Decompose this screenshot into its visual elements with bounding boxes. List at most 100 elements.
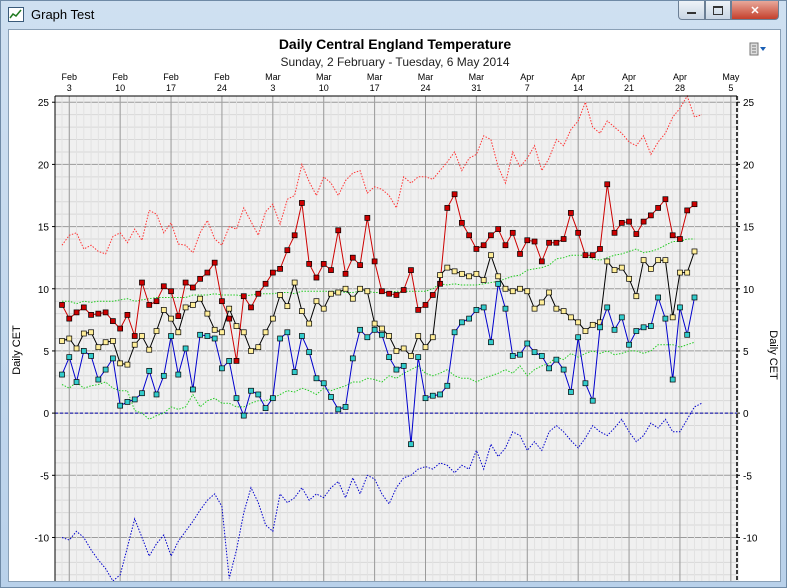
- data-point: [538, 299, 545, 306]
- data-point: [248, 304, 254, 311]
- temperature-chart: Feb3Feb10Feb17Feb24Mar3Mar10Mar17Mar24Ma…: [11, 36, 779, 581]
- data-point: [589, 397, 596, 404]
- data-point: [648, 212, 654, 219]
- close-button[interactable]: ✕: [731, 1, 779, 20]
- data-point: [669, 314, 676, 321]
- data-point: [517, 251, 523, 257]
- data-point: [204, 333, 211, 339]
- data-point: [400, 363, 407, 369]
- data-point: [633, 293, 640, 300]
- data-point: [335, 227, 342, 234]
- data-point: [59, 338, 65, 344]
- data-point: [80, 348, 87, 354]
- data-point: [459, 319, 465, 326]
- data-point: [160, 372, 167, 379]
- data-point: [626, 341, 632, 348]
- data-point: [495, 280, 502, 287]
- data-point: [393, 366, 400, 373]
- data-point: [524, 237, 531, 244]
- data-point: [488, 252, 494, 259]
- minimize-button[interactable]: [678, 1, 705, 20]
- data-point: [102, 309, 109, 316]
- data-point: [335, 406, 342, 413]
- title-bar[interactable]: Graph Test ✕: [1, 1, 786, 29]
- data-point: [364, 288, 371, 295]
- data-point: [66, 315, 73, 322]
- data-point: [233, 323, 240, 329]
- x-tick-month-label: Mar: [469, 72, 485, 82]
- x-tick-month-label: Mar: [316, 72, 332, 82]
- data-point: [211, 259, 218, 266]
- data-point: [146, 367, 153, 374]
- x-tick-month-label: Mar: [367, 72, 383, 82]
- y-tick-label-right: 15: [743, 223, 755, 234]
- data-point: [182, 345, 189, 352]
- series-3: [59, 280, 698, 448]
- data-point: [240, 293, 247, 300]
- data-point: [408, 441, 414, 448]
- data-point: [73, 345, 80, 352]
- data-point: [95, 310, 102, 317]
- data-point: [291, 232, 298, 239]
- data-point: [517, 285, 523, 292]
- data-point: [640, 218, 647, 225]
- x-tick-month-label: Apr: [673, 72, 687, 82]
- data-point: [95, 344, 102, 351]
- data-point: [269, 269, 276, 276]
- data-point: [691, 248, 698, 255]
- x-tick-month-label: Feb: [214, 72, 230, 82]
- x-tick-day-label: 28: [675, 83, 685, 93]
- data-point: [379, 325, 385, 332]
- data-point: [662, 257, 669, 264]
- data-point: [59, 302, 65, 308]
- data-point: [160, 307, 167, 313]
- y-tick-label-right: 10: [743, 285, 755, 296]
- chart-subtitle: Sunday, 2 February - Tuesday, 6 May 2014: [280, 55, 509, 69]
- data-point: [80, 304, 87, 311]
- y-tick-label-right: 0: [743, 409, 749, 420]
- data-point: [262, 280, 269, 287]
- data-point: [320, 261, 327, 267]
- data-point: [531, 305, 538, 312]
- data-point: [488, 339, 494, 346]
- x-tick-day-label: 17: [166, 83, 176, 93]
- data-point: [80, 330, 87, 337]
- data-point: [102, 339, 109, 346]
- data-point: [480, 277, 487, 283]
- data-point: [582, 380, 589, 387]
- data-point: [444, 382, 451, 389]
- data-point: [437, 280, 443, 287]
- data-point: [299, 200, 305, 206]
- data-point: [66, 335, 73, 342]
- data-point: [139, 279, 145, 286]
- series-line: [61, 341, 695, 420]
- data-point: [408, 267, 414, 273]
- x-tick-month-label: Mar: [418, 72, 434, 82]
- data-point: [655, 294, 661, 301]
- data-point: [611, 229, 618, 236]
- chart-menu-button[interactable]: [749, 42, 767, 56]
- data-point: [357, 262, 363, 268]
- data-point: [626, 275, 632, 282]
- data-point: [546, 289, 552, 296]
- data-point: [357, 285, 363, 292]
- x-tick-day-label: 3: [270, 83, 275, 93]
- data-point: [459, 270, 465, 277]
- data-point: [538, 353, 545, 359]
- data-point: [306, 349, 313, 356]
- data-point: [73, 379, 80, 385]
- data-point: [349, 254, 356, 261]
- data-point: [371, 258, 378, 265]
- data-point: [190, 284, 196, 291]
- minimize-icon: [687, 12, 696, 14]
- series-line: [61, 94, 702, 255]
- data-point: [684, 331, 691, 338]
- data-point: [524, 340, 531, 347]
- data-point: [95, 376, 102, 383]
- close-icon: ✕: [750, 4, 760, 17]
- data-point: [110, 338, 116, 344]
- data-point: [582, 252, 589, 259]
- graph-app-icon: [8, 7, 24, 22]
- maximize-button[interactable]: [705, 1, 731, 20]
